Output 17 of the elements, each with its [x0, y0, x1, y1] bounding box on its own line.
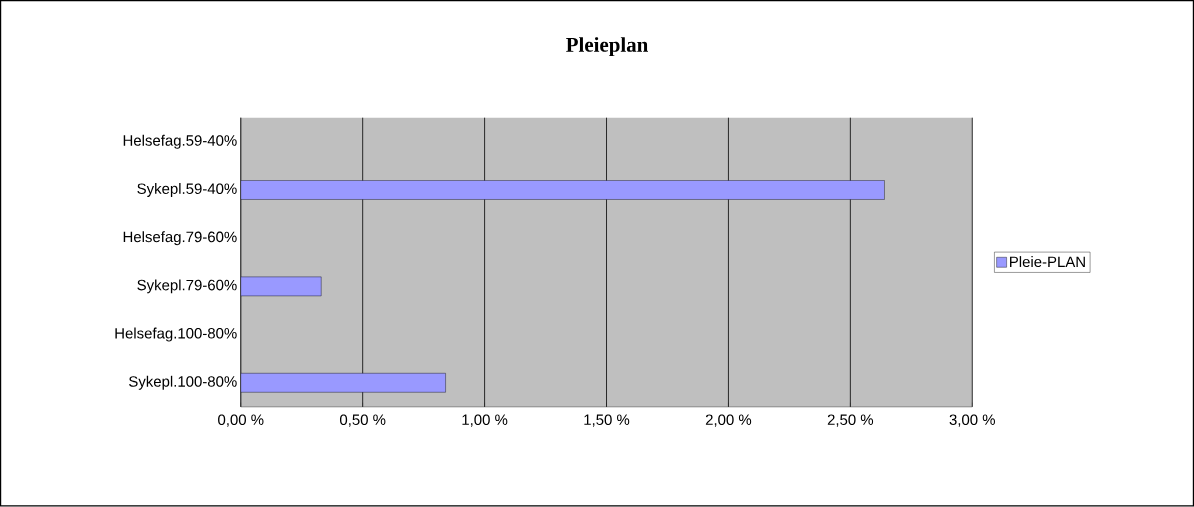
chart-title: Pleieplan — [566, 37, 648, 57]
y-tick-label: Helsefag.59-40% — [123, 135, 237, 149]
bar — [240, 180, 885, 200]
x-tick-label: 2,50 % — [827, 414, 874, 427]
x-tick-label: 1,00 % — [462, 414, 508, 427]
x-tick-label: 1,50 % — [584, 414, 630, 427]
y-tick-label: Sykepl.79-60% — [137, 279, 237, 294]
y-tick-label: Helsefag.79-60% — [123, 231, 237, 246]
bar — [240, 373, 446, 393]
x-tick-label: 0,00 % — [218, 414, 264, 427]
legend-label: Pleie-PLAN — [1010, 256, 1085, 268]
y-tick-label: Sykepl.100-80% — [129, 376, 237, 390]
x-tick-label: 2,00 % — [705, 414, 752, 427]
y-tick-label: Helsefag.100-80% — [115, 327, 237, 342]
y-tick-label: Sykepl.59-40% — [137, 183, 237, 198]
x-tick-label: 3,00 % — [949, 414, 995, 427]
x-tick-label: 0,50 % — [339, 414, 386, 427]
